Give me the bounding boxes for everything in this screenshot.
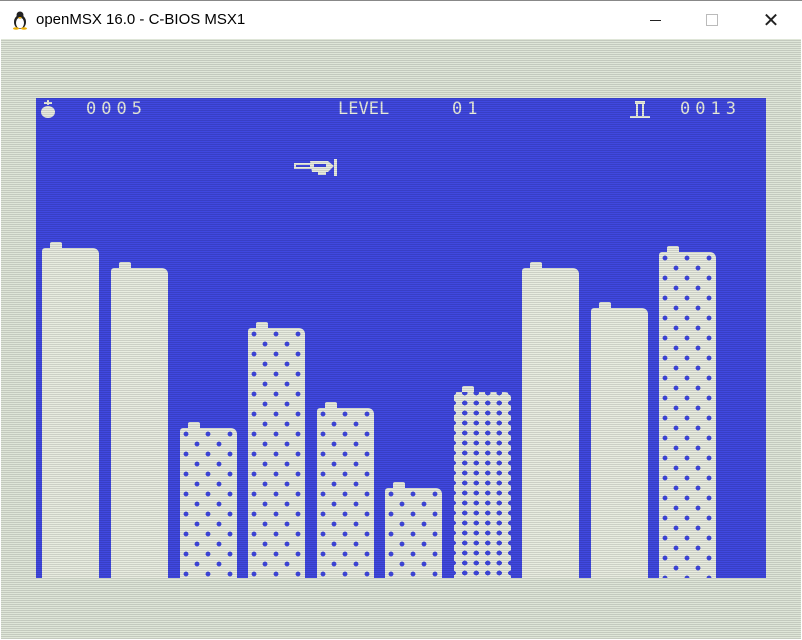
rooftop	[667, 246, 679, 252]
game-playfield: 0005 LEVEL 01 0013	[36, 98, 766, 578]
rooftop	[188, 422, 200, 428]
openmsx-penguin-icon	[13, 11, 27, 30]
rooftop	[599, 302, 611, 308]
building-3	[180, 422, 237, 578]
score-counter: 0013	[680, 99, 741, 119]
building-9	[591, 302, 648, 578]
bomb-icon	[41, 100, 55, 118]
minimize-button[interactable]	[632, 1, 678, 39]
rooftop	[530, 262, 542, 268]
bombs-counter: 0005	[86, 99, 147, 119]
level-number: 01	[452, 99, 483, 119]
maximize-button[interactable]	[689, 1, 735, 39]
building-8	[522, 262, 579, 578]
rooftop	[119, 262, 131, 268]
building-6	[385, 482, 442, 578]
level-label: LEVEL	[338, 99, 390, 119]
rooftop	[256, 322, 268, 328]
window-title: openMSX 16.0 - C-BIOS MSX1	[36, 11, 246, 28]
rooftop	[50, 242, 62, 248]
building-10	[659, 246, 716, 578]
building-7	[454, 386, 511, 578]
close-icon: ✕	[762, 9, 780, 32]
bomber-plane	[294, 159, 337, 176]
building-1	[42, 242, 99, 578]
building-2	[111, 262, 168, 578]
title-bar: openMSX 16.0 - C-BIOS MSX1 ✕	[0, 0, 802, 39]
building-5	[317, 402, 374, 578]
maximize-icon	[706, 14, 718, 26]
rooftop	[462, 386, 474, 392]
rooftop	[325, 402, 337, 408]
minimize-icon	[649, 19, 661, 21]
rooftop	[393, 482, 405, 488]
emulator-screen[interactable]: 0005 LEVEL 01 0013	[1, 39, 801, 639]
building-4	[248, 322, 305, 578]
close-button[interactable]: ✕	[748, 1, 794, 39]
building-icon	[630, 101, 650, 118]
